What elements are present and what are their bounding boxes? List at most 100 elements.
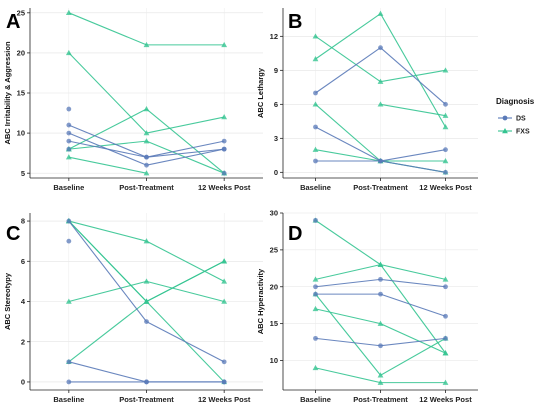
legend-label-ds: DS bbox=[516, 116, 526, 123]
data-point-fxs bbox=[377, 261, 384, 267]
data-point-fxs bbox=[377, 372, 384, 378]
data-point-ds bbox=[221, 138, 227, 144]
series-line-segment bbox=[68, 361, 147, 383]
x-tick-label: 12 Weeks Post bbox=[419, 395, 472, 404]
series-line-segment bbox=[68, 220, 147, 322]
x-tick-label: Post-Treatment bbox=[353, 395, 408, 404]
series-line-segment bbox=[68, 140, 147, 158]
data-point-fxs bbox=[377, 78, 384, 84]
series-fxs-5 bbox=[312, 364, 449, 385]
x-tick-label: Baseline bbox=[53, 183, 84, 192]
y-axis-title: ABC Irritability & Aggression bbox=[3, 41, 12, 144]
panel-letter: C bbox=[6, 223, 20, 245]
series-line-segment bbox=[380, 103, 446, 117]
series-line-segment bbox=[380, 47, 446, 105]
data-point-fxs bbox=[442, 379, 449, 385]
data-point-fxs bbox=[65, 298, 72, 304]
data-point-ds bbox=[66, 138, 72, 144]
data-point-ds bbox=[144, 379, 149, 385]
series-line-segment bbox=[380, 323, 446, 354]
series-line-segment bbox=[315, 126, 381, 162]
series-fxs-4 bbox=[312, 305, 449, 356]
series-line-segment bbox=[315, 35, 381, 83]
data-point-ds bbox=[313, 291, 318, 297]
panel-a: 5 10 15 20 25 Baseline Post-Treatment 12 Weeks … bbox=[3, 8, 263, 192]
series-line-segment bbox=[68, 12, 147, 46]
legend-key-ds bbox=[502, 115, 508, 121]
data-point-fxs bbox=[377, 379, 384, 385]
data-point-ds bbox=[66, 122, 72, 128]
data-point-fxs bbox=[143, 106, 150, 112]
series-ds-8 bbox=[313, 291, 448, 319]
series-line-segment bbox=[315, 293, 381, 376]
series-ds-10 bbox=[66, 146, 227, 176]
legend-title: Diagnosis bbox=[496, 97, 535, 106]
data-point-ds bbox=[66, 238, 72, 244]
y-tick-label: 20 bbox=[17, 49, 25, 58]
data-point-ds bbox=[378, 276, 383, 282]
panel-letter: A bbox=[6, 11, 20, 33]
legend: Diagnosis DS FXS bbox=[496, 97, 535, 136]
data-point-ds bbox=[144, 319, 149, 325]
data-point-fxs bbox=[221, 298, 228, 304]
y-tick-label: 5 bbox=[21, 169, 25, 178]
x-tick-label: Post-Treatment bbox=[353, 183, 408, 192]
series-line-segment bbox=[68, 301, 147, 363]
data-point-fxs bbox=[221, 41, 228, 48]
series-line-segment bbox=[146, 148, 225, 166]
series-line-segment bbox=[146, 148, 225, 158]
series-fxs-2 bbox=[312, 261, 449, 282]
data-point-ds bbox=[66, 379, 72, 385]
data-point-fxs bbox=[65, 9, 72, 16]
data-point-fxs bbox=[312, 56, 319, 62]
series-line-segment bbox=[68, 52, 147, 134]
legend-label-fxs: FXS bbox=[516, 129, 530, 136]
x-tick-label: Baseline bbox=[300, 183, 331, 192]
series-line-segment bbox=[315, 337, 381, 347]
y-tick-label: 9 bbox=[274, 66, 278, 75]
panel-d: 10 15 20 25 30 Baseline Post-Treatment 12 Weeks… bbox=[256, 209, 478, 404]
series-ds-9 bbox=[66, 379, 227, 385]
series-ds-6 bbox=[66, 106, 72, 112]
data-point-ds bbox=[144, 162, 149, 168]
series-line-segment bbox=[68, 220, 147, 302]
panel-b: 0 3 6 9 12 Baseline Post-Treatment 12 Weeks Pos… bbox=[256, 8, 478, 192]
series-fxs-1 bbox=[65, 9, 228, 48]
data-point-ds bbox=[378, 291, 383, 297]
y-axis-title: ABC Hyperactivity bbox=[256, 268, 265, 334]
data-point-fxs bbox=[221, 258, 228, 264]
data-point-ds bbox=[221, 359, 227, 365]
data-point-ds bbox=[66, 146, 72, 152]
data-point-ds bbox=[443, 335, 448, 341]
data-point-fxs bbox=[143, 298, 150, 304]
x-tick-label: 12 Weeks Post bbox=[419, 183, 472, 192]
series-line-segment bbox=[68, 280, 147, 303]
y-tick-label: 8 bbox=[21, 217, 25, 226]
data-point-fxs bbox=[143, 130, 150, 136]
series-line-segment bbox=[315, 264, 381, 280]
legend-key-fxs bbox=[502, 128, 508, 134]
series-line-segment bbox=[146, 240, 225, 282]
series-ds-6 bbox=[313, 45, 448, 107]
y-tick-label: 3 bbox=[274, 134, 278, 143]
data-point-ds bbox=[221, 170, 227, 176]
series-line-segment bbox=[68, 124, 147, 158]
data-point-ds bbox=[378, 343, 383, 349]
data-point-fxs bbox=[143, 138, 150, 144]
data-point-ds bbox=[313, 335, 318, 341]
x-tick-label: 12 Weeks Post bbox=[198, 183, 251, 192]
series-line-segment bbox=[68, 108, 147, 150]
series-line-segment bbox=[315, 367, 381, 384]
series-line-segment bbox=[380, 264, 446, 354]
series-fxs-1 bbox=[312, 10, 449, 130]
data-point-ds bbox=[144, 154, 149, 160]
data-point-ds bbox=[443, 101, 448, 107]
data-point-fxs bbox=[442, 124, 449, 130]
series-line-segment bbox=[315, 13, 381, 60]
panel-letter: B bbox=[288, 11, 302, 33]
series-line-segment bbox=[146, 321, 225, 363]
y-tick-label: 6 bbox=[21, 257, 25, 266]
series-ds-8 bbox=[313, 158, 448, 175]
series-line-segment bbox=[146, 280, 225, 303]
series-fxs-2 bbox=[65, 49, 228, 136]
